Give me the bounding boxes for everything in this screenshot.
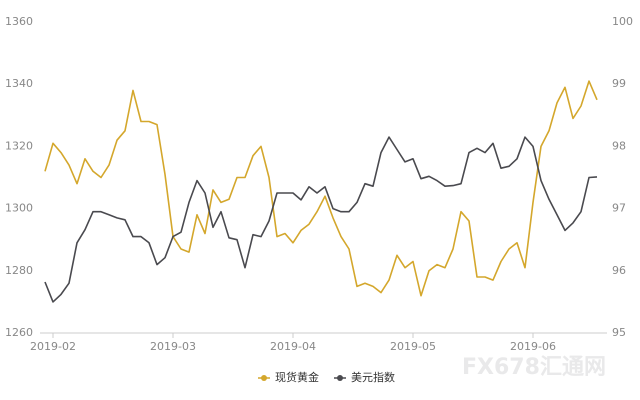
y-tick-label: 1300 xyxy=(5,202,33,215)
series-line xyxy=(44,136,598,303)
y-tick-label: 1340 xyxy=(5,77,33,90)
y2-tick-label: 98 xyxy=(612,139,626,152)
x-tick-label: 2019-04 xyxy=(270,340,316,353)
y-tick-label: 1280 xyxy=(5,264,33,277)
y2-tick-label: 99 xyxy=(612,77,626,90)
legend-marker xyxy=(261,375,267,381)
legend-marker xyxy=(337,375,343,381)
y2-tick-label: 95 xyxy=(612,326,626,339)
y-tick-label: 1360 xyxy=(5,15,33,28)
x-tick-label: 2019-05 xyxy=(390,340,436,353)
y-tick-label: 1260 xyxy=(5,326,33,339)
series-line xyxy=(44,80,598,297)
legend-text: 美元指数 xyxy=(351,370,395,384)
y-tick-label: 1320 xyxy=(5,139,33,152)
watermark: 汇通网 xyxy=(540,355,606,380)
y2-tick-label: 96 xyxy=(612,264,626,277)
y2-tick-label: 100 xyxy=(612,15,633,28)
x-tick-label: 2019-02 xyxy=(30,340,76,353)
watermark: FX678 xyxy=(462,355,540,380)
x-tick-label: 2019-03 xyxy=(150,340,196,353)
legend-text: 现货黄金 xyxy=(275,370,319,384)
x-tick-label: 2019-06 xyxy=(510,340,556,353)
y2-tick-label: 97 xyxy=(612,202,626,215)
